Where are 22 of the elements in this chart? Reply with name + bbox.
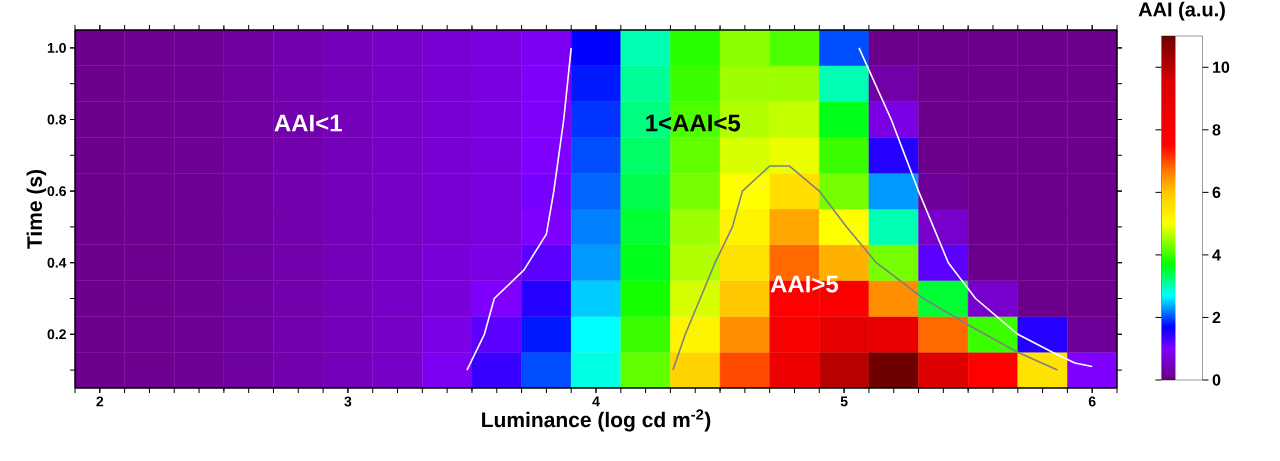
- x-axis-title: Luminance (log cd m$^{-2}$): [482, 409, 711, 432]
- y-tick-label: 0.8: [47, 114, 67, 125]
- annotation: 1<AAI<5: [646, 114, 741, 132]
- y-tick-label: 1.0: [47, 42, 66, 53]
- annotation: AAI<1: [274, 114, 342, 132]
- color-bar-label: 4: [1212, 249, 1221, 261]
- x-tick-label: 5: [840, 396, 848, 407]
- y-axis-title: Time (s): [26, 169, 47, 249]
- color-bar-title: AAI (a.u.): [1138, 1, 1225, 21]
- color-bar-label: 8: [1212, 124, 1221, 136]
- y-tick-label: 0.6: [47, 186, 66, 197]
- color-bar-label: 10: [1213, 61, 1230, 73]
- y-tick-label: 0.4: [47, 257, 67, 268]
- x-tick-label: 2: [96, 396, 104, 407]
- x-tick-label: 4: [592, 396, 600, 407]
- x-tick-label: 6: [1088, 396, 1096, 407]
- x-tick-label: 3: [344, 396, 352, 407]
- color-bar-label: 6: [1212, 186, 1221, 199]
- color-bar-label: 0: [1212, 374, 1221, 386]
- annotation: AAI>5: [770, 275, 839, 293]
- color-bar-label: 2: [1212, 311, 1221, 324]
- y-tick-label: 0.2: [47, 329, 66, 340]
